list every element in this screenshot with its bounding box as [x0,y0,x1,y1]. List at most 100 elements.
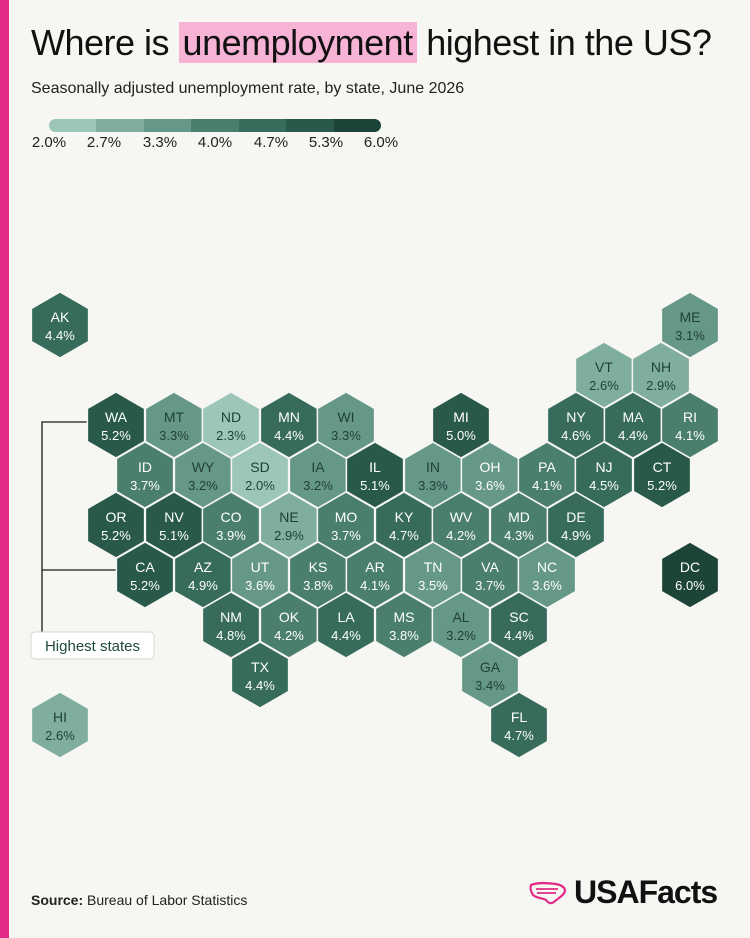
state-hex-az: AZ 4.9% [173,541,233,609]
state-abbr-label: PA [538,459,556,475]
legend-color-bar [49,119,381,132]
state-value-label: 2.3% [216,428,246,443]
state-value-label: 5.2% [101,528,131,543]
state-value-label: 3.7% [331,528,361,543]
state-value-label: 4.1% [675,428,705,443]
state-hex-in: IN 3.3% [403,441,463,509]
state-value-label: 5.1% [159,528,189,543]
state-value-label: 4.9% [561,528,591,543]
state-abbr-label: ME [680,309,701,325]
state-hex-shape [316,591,376,659]
state-abbr-label: DC [680,559,700,575]
state-hex-shape [30,691,90,759]
state-value-label: 3.3% [418,478,448,493]
state-abbr-label: MO [335,509,358,525]
legend-tick: 2.0% [31,134,67,151]
state-abbr-label: MS [394,609,415,625]
legend-segment [238,119,287,132]
state-hex-md: MD 4.3% [489,491,549,559]
state-hex-la: LA 4.4% [316,591,376,659]
state-value-label: 4.6% [561,428,591,443]
state-value-label: 3.8% [303,578,333,593]
state-hex-nh: NH 2.9% [631,341,691,409]
state-value-label: 5.2% [101,428,131,443]
state-hex-nv: NV 5.1% [144,491,204,559]
source-text: Bureau of Labor Statistics [87,892,248,908]
state-value-label: 4.2% [274,628,304,643]
legend-tick: 4.7% [253,134,289,151]
state-hex-sc: SC 4.4% [489,591,549,659]
state-value-label: 3.8% [389,628,419,643]
brand-wordmark: USAFacts [574,874,718,910]
state-value-label: 4.9% [188,578,218,593]
state-hex-ar: AR 4.1% [345,541,405,609]
state-abbr-label: LA [337,609,355,625]
state-abbr-label: MD [508,509,530,525]
legend-segment [143,119,192,132]
state-abbr-label: IL [369,459,381,475]
state-abbr-label: WA [105,409,128,425]
state-hex-shape [115,541,175,609]
state-hex-shape [30,291,90,359]
state-value-label: 4.4% [274,428,304,443]
legend-segment [96,119,144,132]
state-abbr-label: GA [480,659,501,675]
state-hex-shape [489,691,549,759]
state-value-label: 3.2% [446,628,476,643]
state-value-label: 4.4% [45,328,75,343]
legend-labels: 2.0% 2.7% 3.3% 4.0% 4.7% 5.3% 6.0% [0,134,750,154]
state-abbr-label: WV [450,509,473,525]
state-hex-hi: HI 2.6% [30,691,90,759]
state-abbr-label: AR [365,559,384,575]
state-abbr-label: NH [651,359,671,375]
state-hex-ms: MS 3.8% [374,591,434,659]
state-hex-mo: MO 3.7% [316,491,376,559]
state-abbr-label: ND [221,409,241,425]
state-value-label: 3.2% [188,478,218,493]
state-hex-ut: UT 3.6% [230,541,290,609]
state-hex-shape [230,641,290,709]
state-abbr-label: OR [106,509,127,525]
usa-map-logo-icon [529,881,567,904]
legend-tick: 6.0% [363,134,399,151]
state-value-label: 4.4% [245,678,275,693]
state-hex-ks: KS 3.8% [288,541,348,609]
state-value-label: 3.5% [418,578,448,593]
legend-tick: 2.7% [86,134,122,151]
state-abbr-label: KS [309,559,328,575]
state-abbr-label: CT [653,459,672,475]
state-value-label: 4.1% [532,478,562,493]
state-abbr-label: WI [337,409,354,425]
state-value-label: 2.6% [45,728,75,743]
state-hex-fl: FL 4.7% [489,691,549,759]
title-before: Where is [31,22,179,63]
state-abbr-label: KY [395,509,414,525]
state-abbr-label: WY [192,459,215,475]
state-abbr-label: VT [595,359,613,375]
state-hex-id: ID 3.7% [115,441,175,509]
state-abbr-label: MN [278,409,300,425]
state-value-label: 3.3% [331,428,361,443]
state-value-label: 3.6% [475,478,505,493]
state-hex-me: ME 3.1% [660,291,720,359]
state-abbr-label: TN [424,559,443,575]
state-hex-mi: MI 5.0% [431,391,491,459]
state-value-label: 3.1% [675,328,705,343]
state-value-label: 2.0% [245,478,275,493]
state-hex-nd: ND 2.3% [201,391,261,459]
state-abbr-label: MT [164,409,185,425]
state-value-label: 4.5% [589,478,619,493]
state-abbr-label: NY [566,409,586,425]
state-value-label: 3.9% [216,528,246,543]
state-hex-nj: NJ 4.5% [574,441,634,509]
source-note: Source: Bureau of Labor Statistics [31,892,247,908]
state-value-label: 2.9% [646,378,676,393]
state-value-label: 6.0% [675,578,705,593]
state-abbr-label: CO [221,509,242,525]
legend-segment [286,119,334,132]
state-abbr-label: UT [251,559,270,575]
state-abbr-label: RI [683,409,697,425]
state-hex-ca: CA 5.2% [115,541,175,609]
state-value-label: 2.6% [589,378,619,393]
